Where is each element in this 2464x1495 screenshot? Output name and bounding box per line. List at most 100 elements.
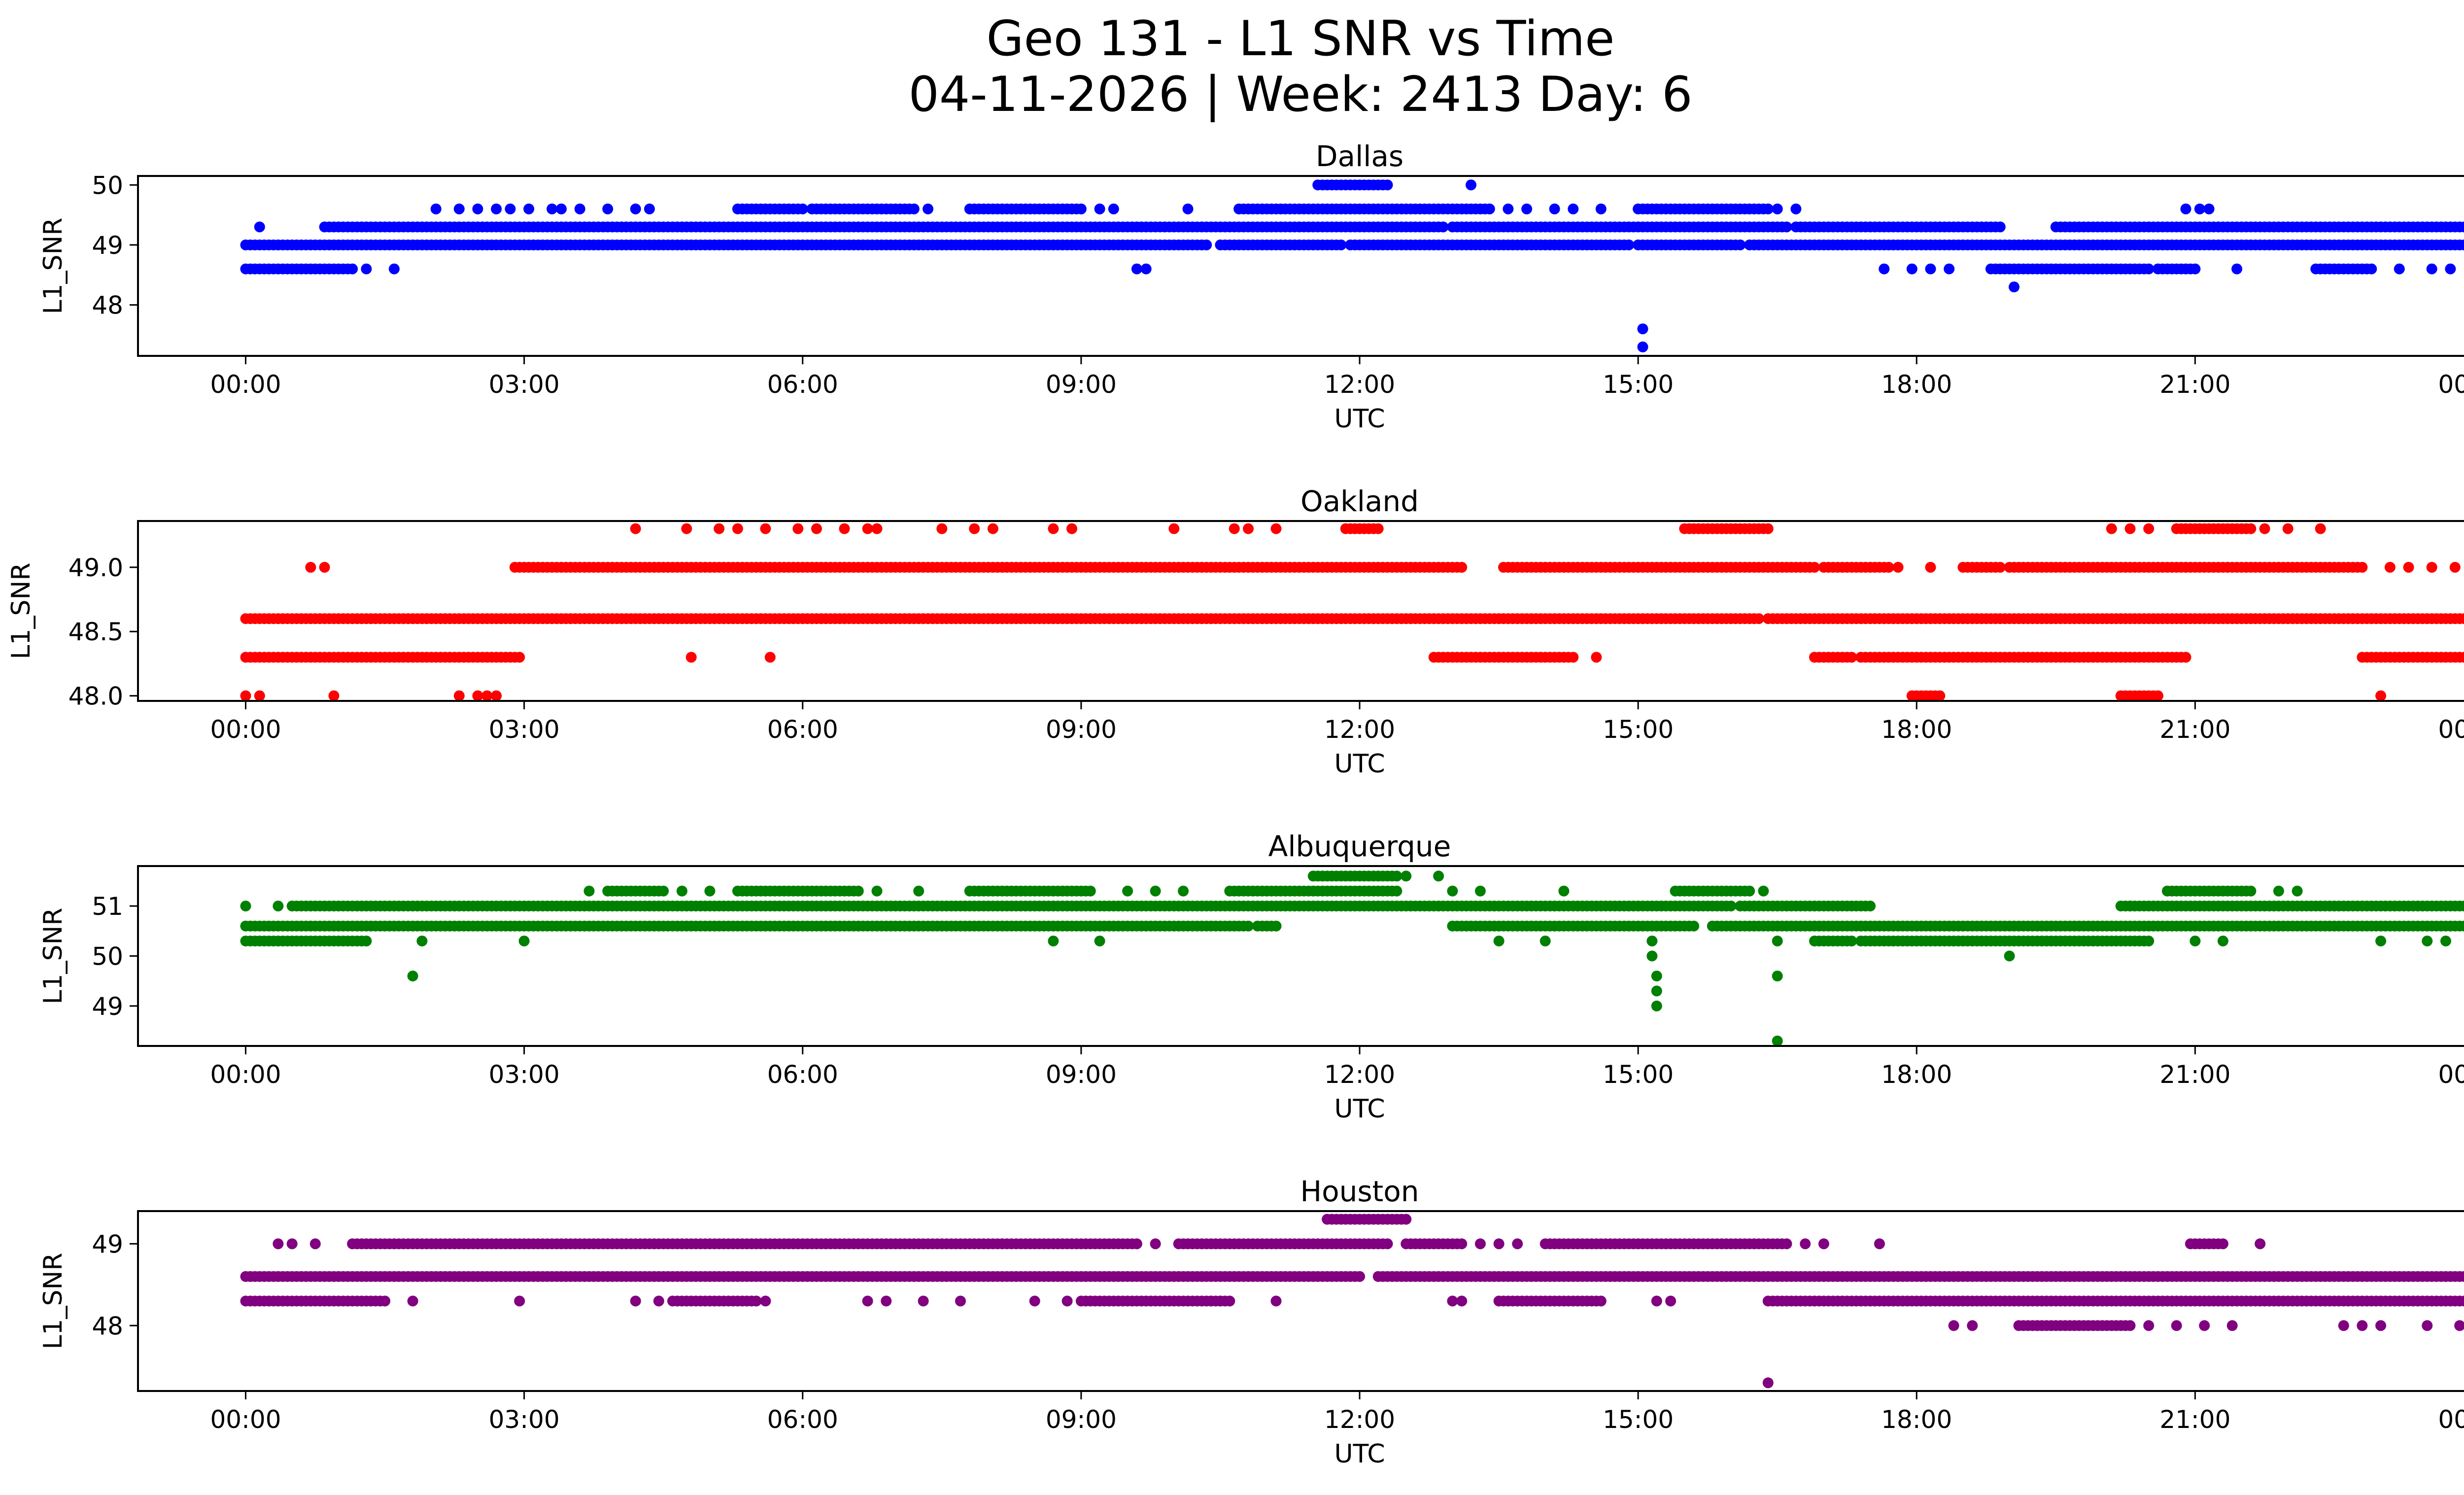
data-point xyxy=(1456,1238,1468,1250)
data-point xyxy=(1474,1238,1486,1250)
data-point xyxy=(1447,1295,1458,1307)
x-axis-label: UTC xyxy=(1334,749,1385,779)
data-point xyxy=(871,885,883,897)
data-point xyxy=(556,203,567,214)
data-point xyxy=(1637,341,1648,352)
data-point xyxy=(644,203,655,214)
data-point xyxy=(1224,1295,1235,1307)
x-tick-label: 12:00 xyxy=(1324,1060,1395,1089)
x-tick-label: 18:00 xyxy=(1881,715,1952,744)
data-point xyxy=(2124,1320,2136,1331)
data-point xyxy=(1243,523,1254,534)
data-point xyxy=(2315,523,2326,534)
data-point xyxy=(254,690,265,701)
y-axis-label: L1_SNR xyxy=(38,1252,68,1349)
data-point xyxy=(1401,870,1412,882)
data-point xyxy=(714,523,725,534)
data-point xyxy=(1934,690,1946,701)
subplot-title: Oakland xyxy=(1300,485,1419,518)
data-point xyxy=(472,690,483,701)
y-tick-label: 49.0 xyxy=(68,554,123,582)
data-point xyxy=(1456,561,1468,573)
data-point xyxy=(453,203,465,214)
data-point xyxy=(2153,690,2163,701)
data-point xyxy=(254,221,265,233)
data-point xyxy=(1883,561,1894,573)
data-point xyxy=(1994,221,2006,233)
data-point xyxy=(328,690,340,701)
data-point xyxy=(1925,263,1936,275)
data-point xyxy=(472,203,483,214)
data-point xyxy=(2366,263,2377,275)
data-point xyxy=(1048,936,1059,947)
data-point xyxy=(1944,263,1955,275)
data-point xyxy=(1437,221,1449,233)
data-point xyxy=(1085,885,1096,897)
data-point xyxy=(2143,936,2155,947)
y-tick-label: 50 xyxy=(92,171,123,200)
data-point xyxy=(1549,203,1560,214)
x-tick-label: 00:00 xyxy=(2438,1405,2464,1434)
data-point xyxy=(1753,613,1764,625)
data-point xyxy=(2124,901,2136,912)
x-tick-label: 03:00 xyxy=(489,1405,560,1434)
data-point xyxy=(523,203,535,214)
data-point xyxy=(240,690,251,701)
data-point xyxy=(1094,203,1105,214)
data-point xyxy=(2403,561,2414,573)
data-point xyxy=(1568,652,1579,663)
data-point xyxy=(881,1295,892,1307)
data-point xyxy=(2217,1238,2228,1250)
x-tick-label: 03:00 xyxy=(489,715,560,744)
data-point xyxy=(407,1295,418,1307)
data-point xyxy=(1201,239,1212,250)
y-tick-label: 48 xyxy=(92,1312,123,1340)
y-tick-label: 49 xyxy=(92,992,123,1021)
data-point xyxy=(2273,885,2284,897)
x-tick-label: 03:00 xyxy=(489,1060,560,1089)
data-point xyxy=(1354,1271,1365,1282)
data-point xyxy=(2384,561,2396,573)
data-point xyxy=(2255,1238,2266,1250)
data-point xyxy=(871,523,883,534)
data-point xyxy=(309,1238,321,1250)
data-point xyxy=(1772,1035,1783,1046)
data-point xyxy=(1474,885,1486,897)
data-point xyxy=(491,203,502,214)
data-point xyxy=(1925,561,1936,573)
data-point xyxy=(760,1295,771,1307)
subplot-title: Houston xyxy=(1300,1175,1419,1208)
data-point xyxy=(1762,203,1774,214)
data-point xyxy=(1758,885,1769,897)
data-point xyxy=(416,936,428,947)
x-tick-label: 09:00 xyxy=(1046,370,1117,399)
data-point xyxy=(1094,936,1105,947)
data-point xyxy=(862,523,873,534)
data-point xyxy=(1270,1295,1282,1307)
data-point xyxy=(2375,936,2387,947)
x-tick-label: 06:00 xyxy=(767,715,838,744)
data-point xyxy=(1879,263,1890,275)
data-point xyxy=(1800,1238,1811,1250)
data-point xyxy=(1168,523,1180,534)
data-point xyxy=(583,885,595,897)
data-point xyxy=(1595,1295,1607,1307)
x-tick-label: 21:00 xyxy=(2159,715,2230,744)
data-point xyxy=(2449,561,2461,573)
data-point xyxy=(514,1295,525,1307)
data-point xyxy=(1061,1295,1073,1307)
data-point xyxy=(2226,1320,2238,1331)
data-point xyxy=(2124,523,2136,534)
data-point xyxy=(1651,1000,1662,1011)
x-tick-label: 00:00 xyxy=(210,1060,281,1089)
data-point xyxy=(1066,523,1077,534)
data-point xyxy=(1846,936,1857,947)
data-point xyxy=(918,1295,929,1307)
data-point xyxy=(630,523,641,534)
data-point xyxy=(1433,870,1444,882)
x-tick-label: 00:00 xyxy=(210,715,281,744)
data-point xyxy=(630,203,641,214)
data-point xyxy=(1122,885,1133,897)
data-point xyxy=(2143,1320,2155,1331)
